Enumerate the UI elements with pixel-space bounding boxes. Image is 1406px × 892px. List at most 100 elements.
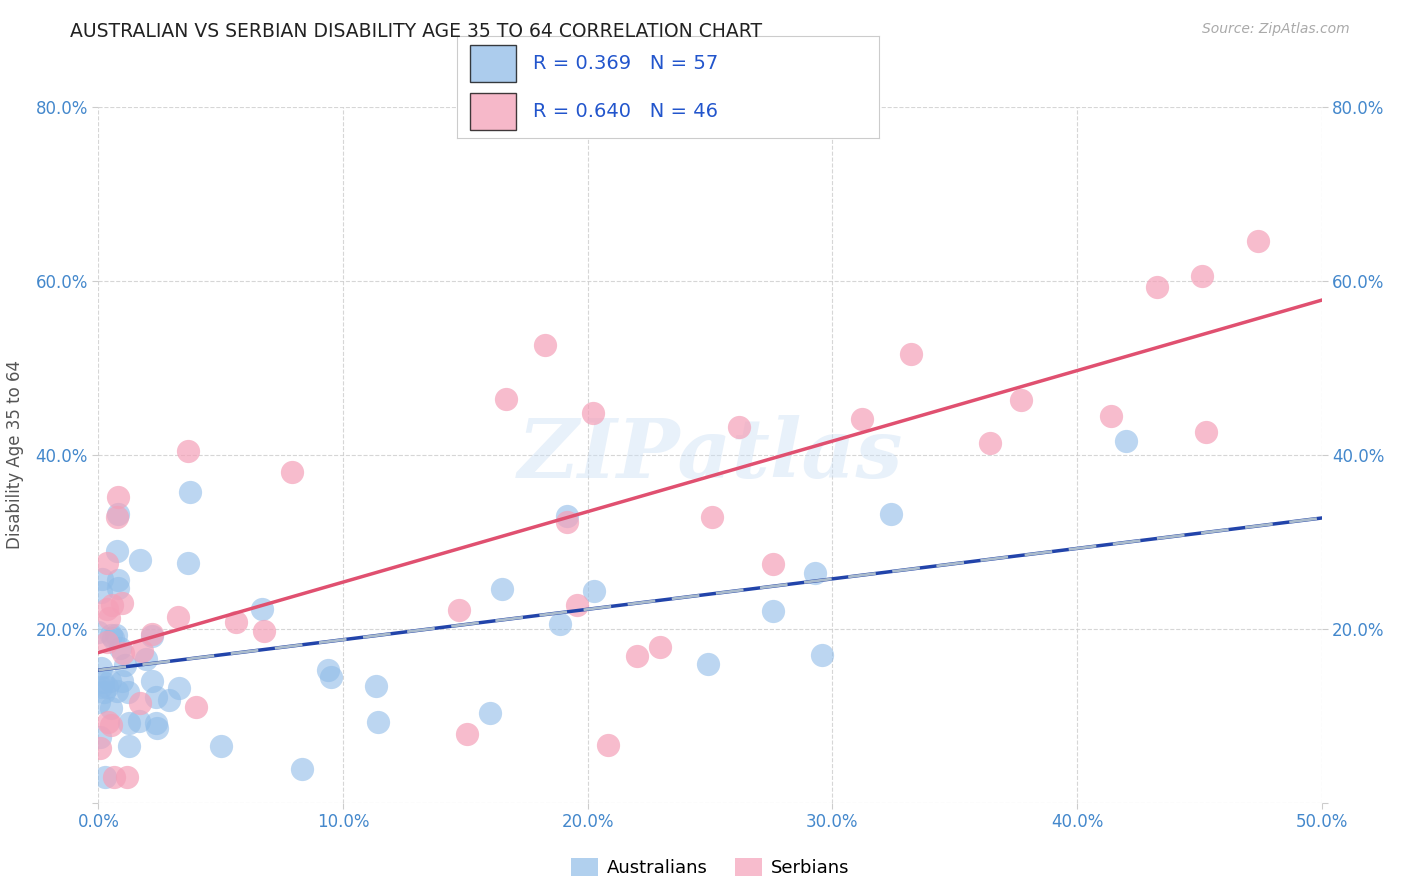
- Point: [555, 516, 578, 530]
- Point: [90, 680, 112, 694]
- Text: ZIPatlas: ZIPatlas: [517, 415, 903, 495]
- Point: [157, 693, 180, 707]
- Point: [98, 673, 121, 688]
- Point: [89, 740, 111, 755]
- Point: [96, 680, 118, 694]
- Point: [250, 602, 273, 616]
- Point: [253, 624, 276, 638]
- Text: R = 0.369   N = 57: R = 0.369 N = 57: [533, 54, 718, 73]
- Point: [91, 674, 114, 689]
- Point: [105, 684, 128, 698]
- Point: [141, 627, 163, 641]
- Point: [117, 770, 139, 784]
- Point: [90, 660, 112, 674]
- Point: [1115, 434, 1137, 448]
- Point: [105, 628, 128, 642]
- Point: [94, 770, 117, 784]
- Point: [533, 338, 555, 352]
- Point: [596, 738, 619, 752]
- Point: [177, 443, 200, 458]
- Point: [117, 684, 139, 698]
- Point: [557, 509, 579, 524]
- Point: [89, 695, 111, 709]
- Point: [1247, 234, 1270, 248]
- Point: [105, 543, 128, 558]
- Point: [111, 674, 134, 689]
- Point: [1010, 393, 1032, 408]
- Point: [128, 696, 150, 710]
- Legend: Australians, Serbians: Australians, Serbians: [564, 850, 856, 884]
- Point: [648, 640, 671, 654]
- Point: [184, 699, 207, 714]
- Point: [167, 609, 190, 624]
- Point: [1191, 268, 1213, 283]
- Point: [118, 739, 141, 754]
- Point: [495, 392, 517, 406]
- Text: Source: ZipAtlas.com: Source: ZipAtlas.com: [1202, 22, 1350, 37]
- Point: [209, 739, 232, 753]
- Point: [107, 573, 129, 587]
- Point: [96, 601, 118, 615]
- Point: [900, 347, 922, 361]
- Point: [135, 652, 157, 666]
- Point: [90, 584, 112, 599]
- Point: [107, 581, 129, 595]
- Point: [880, 507, 903, 521]
- Point: [1099, 409, 1122, 423]
- Point: [321, 670, 343, 684]
- Point: [456, 726, 478, 740]
- Point: [118, 716, 141, 731]
- Point: [696, 87, 718, 102]
- Point: [141, 629, 163, 643]
- Point: [145, 690, 167, 704]
- Point: [696, 657, 718, 671]
- Point: [97, 714, 120, 729]
- Point: [810, 648, 832, 663]
- Y-axis label: Disability Age 35 to 64: Disability Age 35 to 64: [7, 360, 24, 549]
- Point: [129, 552, 152, 566]
- Point: [491, 582, 513, 597]
- Point: [367, 715, 389, 730]
- Point: [548, 616, 571, 631]
- FancyBboxPatch shape: [470, 93, 516, 130]
- Point: [107, 490, 129, 504]
- Point: [447, 603, 470, 617]
- Point: [89, 731, 111, 745]
- Point: [105, 509, 128, 524]
- Point: [582, 406, 605, 420]
- Point: [762, 604, 785, 618]
- Text: R = 0.640   N = 46: R = 0.640 N = 46: [533, 102, 718, 121]
- Point: [100, 700, 122, 714]
- Point: [762, 557, 785, 571]
- Point: [565, 598, 588, 612]
- Point: [179, 484, 201, 499]
- Point: [128, 714, 150, 728]
- Point: [101, 631, 124, 645]
- Point: [291, 762, 314, 776]
- Point: [96, 634, 118, 648]
- Point: [364, 679, 387, 693]
- Point: [700, 510, 723, 524]
- Point: [582, 584, 605, 599]
- Point: [169, 681, 191, 695]
- Point: [626, 648, 648, 663]
- Point: [96, 556, 118, 570]
- Point: [93, 685, 115, 699]
- Point: [804, 566, 827, 580]
- Point: [479, 706, 502, 721]
- Point: [87, 625, 110, 640]
- Point: [176, 556, 198, 570]
- Point: [851, 412, 873, 426]
- Point: [97, 611, 120, 625]
- Point: [101, 598, 124, 612]
- Point: [1195, 425, 1218, 440]
- Point: [225, 615, 247, 629]
- Point: [108, 640, 131, 655]
- Point: [100, 718, 122, 732]
- Point: [111, 596, 134, 610]
- Point: [141, 673, 163, 688]
- Point: [728, 420, 751, 434]
- Point: [979, 436, 1001, 450]
- Point: [100, 628, 122, 642]
- Point: [107, 507, 129, 521]
